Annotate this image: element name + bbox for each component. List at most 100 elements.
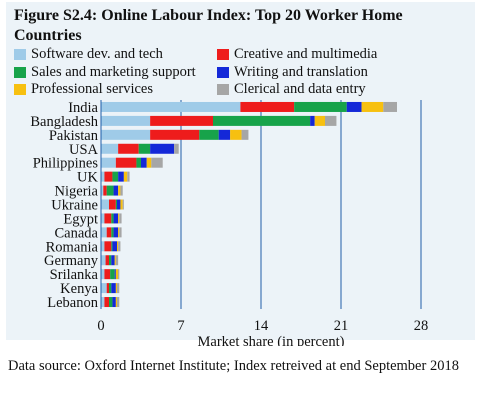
bar-kenya-clerical-and-data-entry <box>117 283 120 294</box>
x-tick-label: 7 <box>177 318 184 334</box>
bar-nigeria-professional-services <box>118 185 121 196</box>
bar-lebanon-writing-and-translation <box>112 297 116 308</box>
bar-india-clerical-and-data-entry <box>383 101 397 112</box>
figure-title: Figure S2.4: Online Labour Index: Top 20… <box>14 7 403 44</box>
bar-egypt-writing-and-translation <box>113 213 119 224</box>
category-label: Bangladesh <box>30 114 98 130</box>
legend-swatch <box>217 84 229 96</box>
legend-item-software-dev-and-tech: Software dev. and tech <box>14 46 163 64</box>
category-label: Pakistan <box>49 128 99 144</box>
bar-bangladesh-writing-and-translation <box>310 115 315 126</box>
x-tick-label: 21 <box>334 318 349 334</box>
bar-ukraine-writing-and-translation <box>117 199 121 210</box>
bar-srilanka-software-dev-and-tech <box>101 269 105 280</box>
category-label: Romania <box>46 239 99 255</box>
bar-pakistan-creative-and-multimedia <box>150 129 200 140</box>
x-tick-label: 0 <box>97 318 104 334</box>
bar-philippines-software-dev-and-tech <box>101 157 116 168</box>
bar-kenya-professional-services <box>115 283 117 294</box>
bar-srilanka-clerical-and-data-entry <box>118 269 120 280</box>
category-label: Ukraine <box>51 198 98 214</box>
x-tick-label: 28 <box>414 318 429 334</box>
bar-srilanka-professional-services <box>115 269 119 280</box>
bar-srilanka-sales-and-marketing-support <box>110 269 115 280</box>
bar-egypt-software-dev-and-tech <box>101 213 105 224</box>
bar-uk-professional-services <box>123 171 128 182</box>
legend-label: Professional services <box>31 81 154 97</box>
bar-philippines-professional-services <box>146 157 152 168</box>
bar-usa-software-dev-and-tech <box>101 143 119 154</box>
bar-lebanon-professional-services <box>115 297 117 308</box>
bar-romania-creative-and-multimedia <box>104 241 112 252</box>
bar-pakistan-software-dev-and-tech <box>101 129 151 140</box>
bar-lebanon-creative-and-multimedia <box>104 297 109 308</box>
bar-lebanon-clerical-and-data-entry <box>117 297 120 308</box>
bar-nigeria-software-dev-and-tech <box>101 185 104 196</box>
bar-ukraine-software-dev-and-tech <box>101 199 109 210</box>
legend-item-creative-and-multimedia: Creative and multimedia <box>217 46 377 64</box>
legend-item-writing-and-translation: Writing and translation <box>217 64 368 82</box>
bar-bangladesh-software-dev-and-tech <box>101 115 151 126</box>
category-label: Srilanka <box>50 267 99 283</box>
bar-nigeria-clerical-and-data-entry <box>120 185 123 196</box>
bar-kenya-sales-and-marketing-support <box>109 283 112 294</box>
bar-kenya-creative-and-multimedia <box>106 283 109 294</box>
bar-germany-software-dev-and-tech <box>101 255 106 266</box>
bar-canada-sales-and-marketing-support <box>111 227 114 238</box>
bar-romania-professional-services <box>117 241 119 252</box>
legend-label: Writing and translation <box>234 63 368 80</box>
bar-romania-sales-and-marketing-support <box>111 241 113 252</box>
category-label: Canada <box>55 225 99 241</box>
bar-philippines-writing-and-translation <box>141 157 147 168</box>
category-label: UK <box>77 170 98 186</box>
legend-swatch <box>217 49 229 61</box>
bar-germany-creative-and-multimedia <box>105 255 109 266</box>
x-axis-label: Market share (in percent) <box>198 334 345 346</box>
bar-usa-sales-and-marketing-support <box>138 143 151 154</box>
legend-label: Sales and marketing support <box>31 63 196 80</box>
bar-canada-creative-and-multimedia <box>106 227 112 238</box>
bar-pakistan-sales-and-marketing-support <box>199 129 219 140</box>
bar-canada-software-dev-and-tech <box>101 227 107 238</box>
bar-bangladesh-sales-and-marketing-support <box>213 115 311 126</box>
legend-swatch <box>14 66 26 78</box>
bar-ukraine-sales-and-marketing-support <box>115 199 117 210</box>
bar-romania-software-dev-and-tech <box>101 241 105 252</box>
bar-germany-professional-services <box>114 255 116 266</box>
bar-egypt-clerical-and-data-entry <box>119 213 122 224</box>
bar-kenya-software-dev-and-tech <box>101 283 107 294</box>
bar-srilanka-creative-and-multimedia <box>104 269 111 280</box>
bar-usa-writing-and-translation <box>150 143 175 154</box>
bar-germany-writing-and-translation <box>111 255 115 266</box>
legend-label: Creative and multimedia <box>234 46 378 62</box>
bar-nigeria-sales-and-marketing-support <box>106 185 114 196</box>
bar-usa-creative-and-multimedia <box>118 143 139 154</box>
legend-swatch <box>217 66 229 78</box>
category-label: India <box>68 100 98 116</box>
bar-canada-clerical-and-data-entry <box>119 227 122 238</box>
category-label: USA <box>69 142 99 158</box>
bar-germany-sales-and-marketing-support <box>109 255 112 266</box>
legend-swatch <box>14 49 26 61</box>
bar-uk-writing-and-translation <box>118 171 124 182</box>
bar-india-writing-and-translation <box>346 101 362 112</box>
category-label: Kenya <box>60 281 98 297</box>
stacked-bar-chart: IndiaBangladeshPakistanUSAPhilippinesUKN… <box>30 100 429 346</box>
bar-uk-creative-and-multimedia <box>104 171 113 182</box>
category-label: Philippines <box>33 156 99 172</box>
bar-germany-clerical-and-data-entry <box>115 255 119 266</box>
category-label: Nigeria <box>55 184 99 200</box>
bar-philippines-clerical-and-data-entry <box>151 157 163 168</box>
bar-lebanon-sales-and-marketing-support <box>109 297 113 308</box>
bar-bangladesh-clerical-and-data-entry <box>325 115 337 126</box>
data-source-note: Data source: Oxford Internet Institute; … <box>8 358 459 374</box>
bar-egypt-creative-and-multimedia <box>104 213 112 224</box>
bar-india-software-dev-and-tech <box>101 101 241 112</box>
bar-egypt-professional-services <box>118 213 120 224</box>
bar-canada-writing-and-translation <box>113 227 119 238</box>
bar-pakistan-writing-and-translation <box>218 129 231 140</box>
category-label: Egypt <box>63 211 98 227</box>
category-label: Germany <box>44 253 99 269</box>
bar-philippines-creative-and-multimedia <box>115 157 137 168</box>
bar-romania-writing-and-translation <box>112 241 117 252</box>
